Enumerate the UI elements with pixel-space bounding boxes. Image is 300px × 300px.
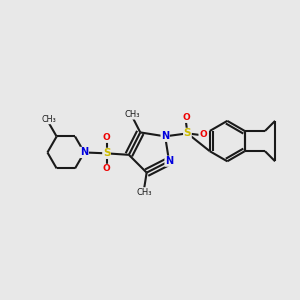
Text: N: N bbox=[80, 148, 88, 158]
Text: CH₃: CH₃ bbox=[41, 115, 56, 124]
Text: O: O bbox=[103, 164, 110, 173]
Text: N: N bbox=[165, 156, 173, 166]
Text: CH₃: CH₃ bbox=[125, 110, 140, 119]
Text: O: O bbox=[103, 134, 110, 142]
Text: S: S bbox=[103, 148, 110, 158]
Text: O: O bbox=[182, 113, 190, 122]
Text: O: O bbox=[199, 130, 207, 140]
Text: N: N bbox=[80, 148, 88, 158]
Text: N: N bbox=[161, 131, 169, 141]
Text: S: S bbox=[184, 128, 191, 138]
Text: CH₃: CH₃ bbox=[136, 188, 152, 196]
